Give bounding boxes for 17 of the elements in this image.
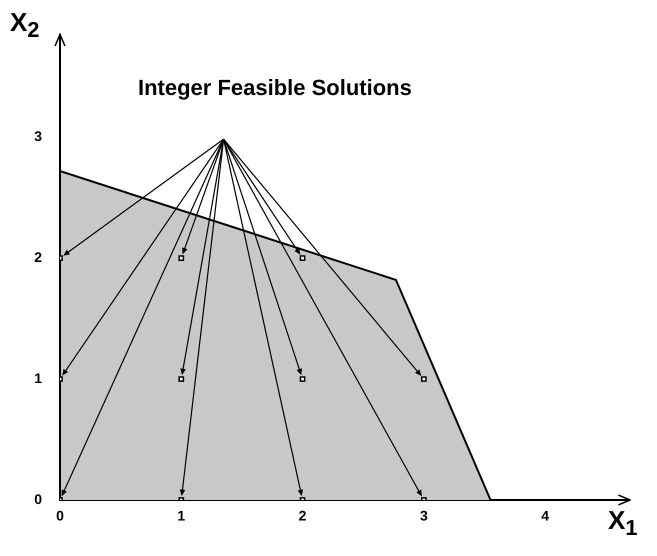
- y-tick-label: 2: [34, 248, 42, 265]
- y-tick-label: 1: [34, 370, 42, 386]
- x-tick-label: 1: [177, 507, 186, 524]
- point: [300, 255, 306, 261]
- y-axis-title: X$_{2}$: [10, 7, 40, 44]
- x-tick-label: 3: [420, 507, 428, 524]
- point: [178, 255, 184, 261]
- x-tick-label: 2: [298, 507, 307, 524]
- point: [178, 376, 184, 382]
- y-tick-label: 3: [34, 128, 42, 144]
- x-tick-label: 0: [56, 507, 64, 524]
- x-tick-label: 4: [541, 507, 550, 524]
- y-tick-label: 0: [34, 490, 42, 507]
- point: [300, 376, 306, 382]
- x-axis-title: X$_{1}$: [608, 505, 638, 542]
- annotation: Integer Feasible Solutions: [138, 74, 412, 102]
- point: [420, 376, 427, 382]
